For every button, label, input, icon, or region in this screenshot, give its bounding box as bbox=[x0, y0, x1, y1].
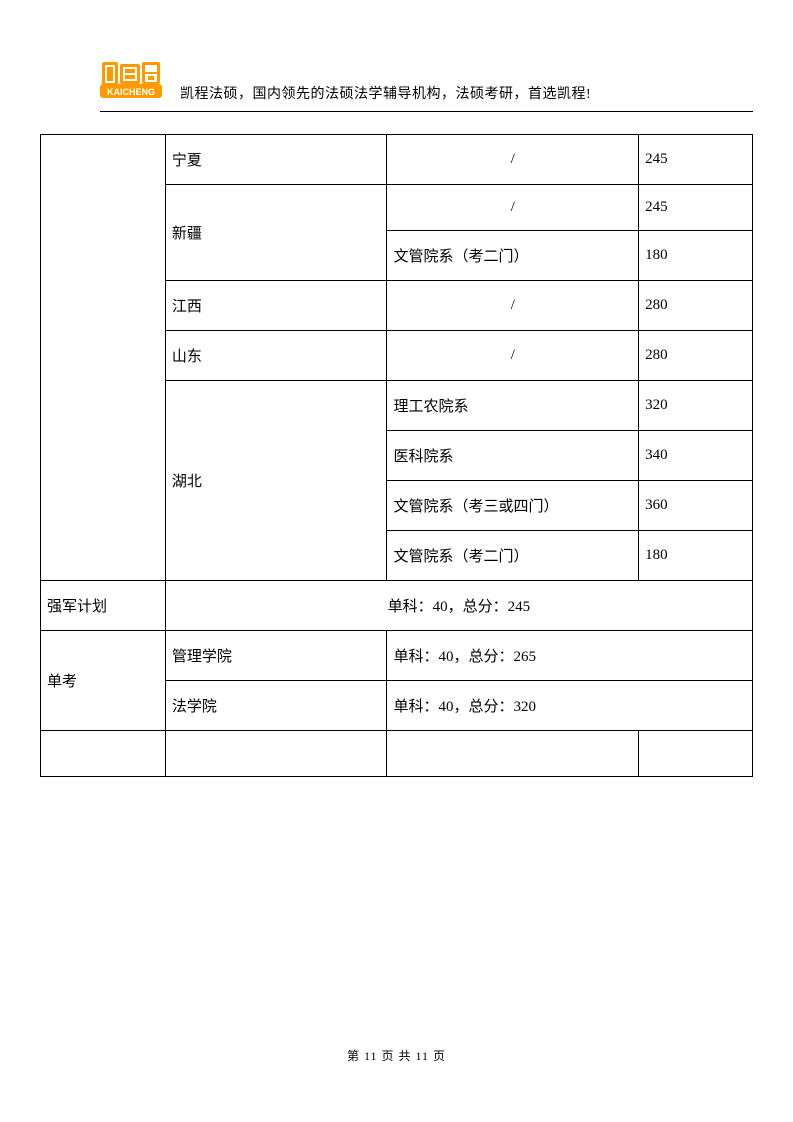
cell-content: 单科：40，总分：265 bbox=[387, 631, 753, 681]
cell-dept: / bbox=[387, 135, 639, 185]
table-row: 单考 管理学院 单科：40，总分：265 bbox=[41, 631, 753, 681]
cell-college: 管理学院 bbox=[165, 631, 387, 681]
cell-dept: 医科院系 bbox=[387, 431, 639, 481]
cell-college: 法学院 bbox=[165, 681, 387, 731]
cell-score: 320 bbox=[639, 381, 753, 431]
cell-score: 245 bbox=[639, 185, 753, 231]
cell-dept: / bbox=[387, 185, 639, 231]
cell-label: 强军计划 bbox=[41, 581, 166, 631]
cell-score: 280 bbox=[639, 331, 753, 381]
cell-province: 新疆 bbox=[165, 185, 387, 281]
cell-empty bbox=[41, 135, 166, 581]
cell-province: 湖北 bbox=[165, 381, 387, 581]
cell-dept: / bbox=[387, 281, 639, 331]
page-content: KAICHENG 凯程法硕，国内领先的法硕法学辅导机构，法硕考研，首选凯程! 宁… bbox=[0, 0, 793, 777]
cell-empty bbox=[387, 731, 639, 777]
logo-icon: KAICHENG bbox=[100, 62, 162, 103]
score-table: 宁夏 / 245 新疆 / 245 文管院系（考二门） 180 江西 / 280… bbox=[40, 134, 753, 777]
cell-content: 单科：40，总分：320 bbox=[387, 681, 753, 731]
cell-empty bbox=[165, 731, 387, 777]
cell-score: 280 bbox=[639, 281, 753, 331]
cell-score: 360 bbox=[639, 481, 753, 531]
table-row: 宁夏 / 245 bbox=[41, 135, 753, 185]
header-divider bbox=[100, 111, 753, 112]
cell-province: 宁夏 bbox=[165, 135, 387, 185]
cell-content: 单科：40，总分：245 bbox=[165, 581, 752, 631]
page-header: KAICHENG 凯程法硕，国内领先的法硕法学辅导机构，法硕考研，首选凯程! bbox=[40, 62, 753, 105]
cell-province: 江西 bbox=[165, 281, 387, 331]
svg-text:KAICHENG: KAICHENG bbox=[107, 87, 155, 97]
page-footer: 第 11 页 共 11 页 bbox=[0, 1047, 793, 1064]
cell-province: 山东 bbox=[165, 331, 387, 381]
cell-score: 340 bbox=[639, 431, 753, 481]
cell-empty bbox=[639, 731, 753, 777]
cell-score: 245 bbox=[639, 135, 753, 185]
cell-dept: 理工农院系 bbox=[387, 381, 639, 431]
cell-dept: / bbox=[387, 331, 639, 381]
cell-dept: 文管院系（考三或四门） bbox=[387, 481, 639, 531]
cell-label: 单考 bbox=[41, 631, 166, 731]
table-row bbox=[41, 731, 753, 777]
table-row: 强军计划 单科：40，总分：245 bbox=[41, 581, 753, 631]
cell-score: 180 bbox=[639, 531, 753, 581]
cell-dept: 文管院系（考二门） bbox=[387, 531, 639, 581]
cell-score: 180 bbox=[639, 231, 753, 281]
cell-empty bbox=[41, 731, 166, 777]
header-text: 凯程法硕，国内领先的法硕法学辅导机构，法硕考研，首选凯程! bbox=[180, 83, 591, 105]
cell-dept: 文管院系（考二门） bbox=[387, 231, 639, 281]
